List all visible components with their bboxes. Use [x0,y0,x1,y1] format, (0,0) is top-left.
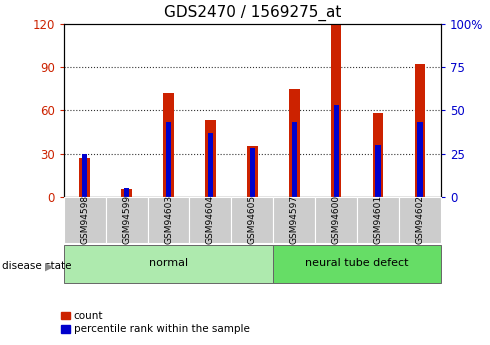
Bar [166,122,171,197]
Bar [82,154,87,197]
Legend: count, percentile rank within the sample: count, percentile rank within the sample [59,309,252,336]
Text: GSM94598: GSM94598 [80,195,89,244]
Bar [417,122,423,197]
Text: GSM94604: GSM94604 [206,195,215,244]
Text: disease state: disease state [2,262,72,271]
Text: normal: normal [149,258,188,268]
Title: GDS2470 / 1569275_at: GDS2470 / 1569275_at [164,5,341,21]
Bar [375,145,381,197]
Bar [315,197,357,243]
Bar [334,105,339,197]
Bar [163,93,174,197]
Bar [247,146,258,197]
Bar [399,197,441,243]
Text: GSM94597: GSM94597 [290,195,299,244]
Bar [331,24,342,197]
Bar [205,120,216,197]
Bar [147,197,190,243]
Bar [190,197,231,243]
Text: neural tube defect: neural tube defect [305,258,409,268]
Bar [292,122,297,197]
Bar [122,189,132,197]
Text: ▶: ▶ [45,262,53,271]
Text: GSM94600: GSM94600 [332,195,341,244]
Bar [124,188,129,197]
Bar [373,113,383,197]
Bar [64,245,273,283]
Text: GSM94605: GSM94605 [248,195,257,244]
Bar [250,148,255,197]
Text: GSM94602: GSM94602 [416,195,424,244]
Bar [231,197,273,243]
Bar [415,65,425,197]
Bar [273,245,441,283]
Bar [357,197,399,243]
Bar [208,133,213,197]
Bar [273,197,315,243]
Text: GSM94599: GSM94599 [122,195,131,244]
Text: GSM94603: GSM94603 [164,195,173,244]
Bar [106,197,147,243]
Text: GSM94601: GSM94601 [373,195,383,244]
Bar [79,158,90,197]
Bar [64,197,106,243]
Bar [289,89,299,197]
